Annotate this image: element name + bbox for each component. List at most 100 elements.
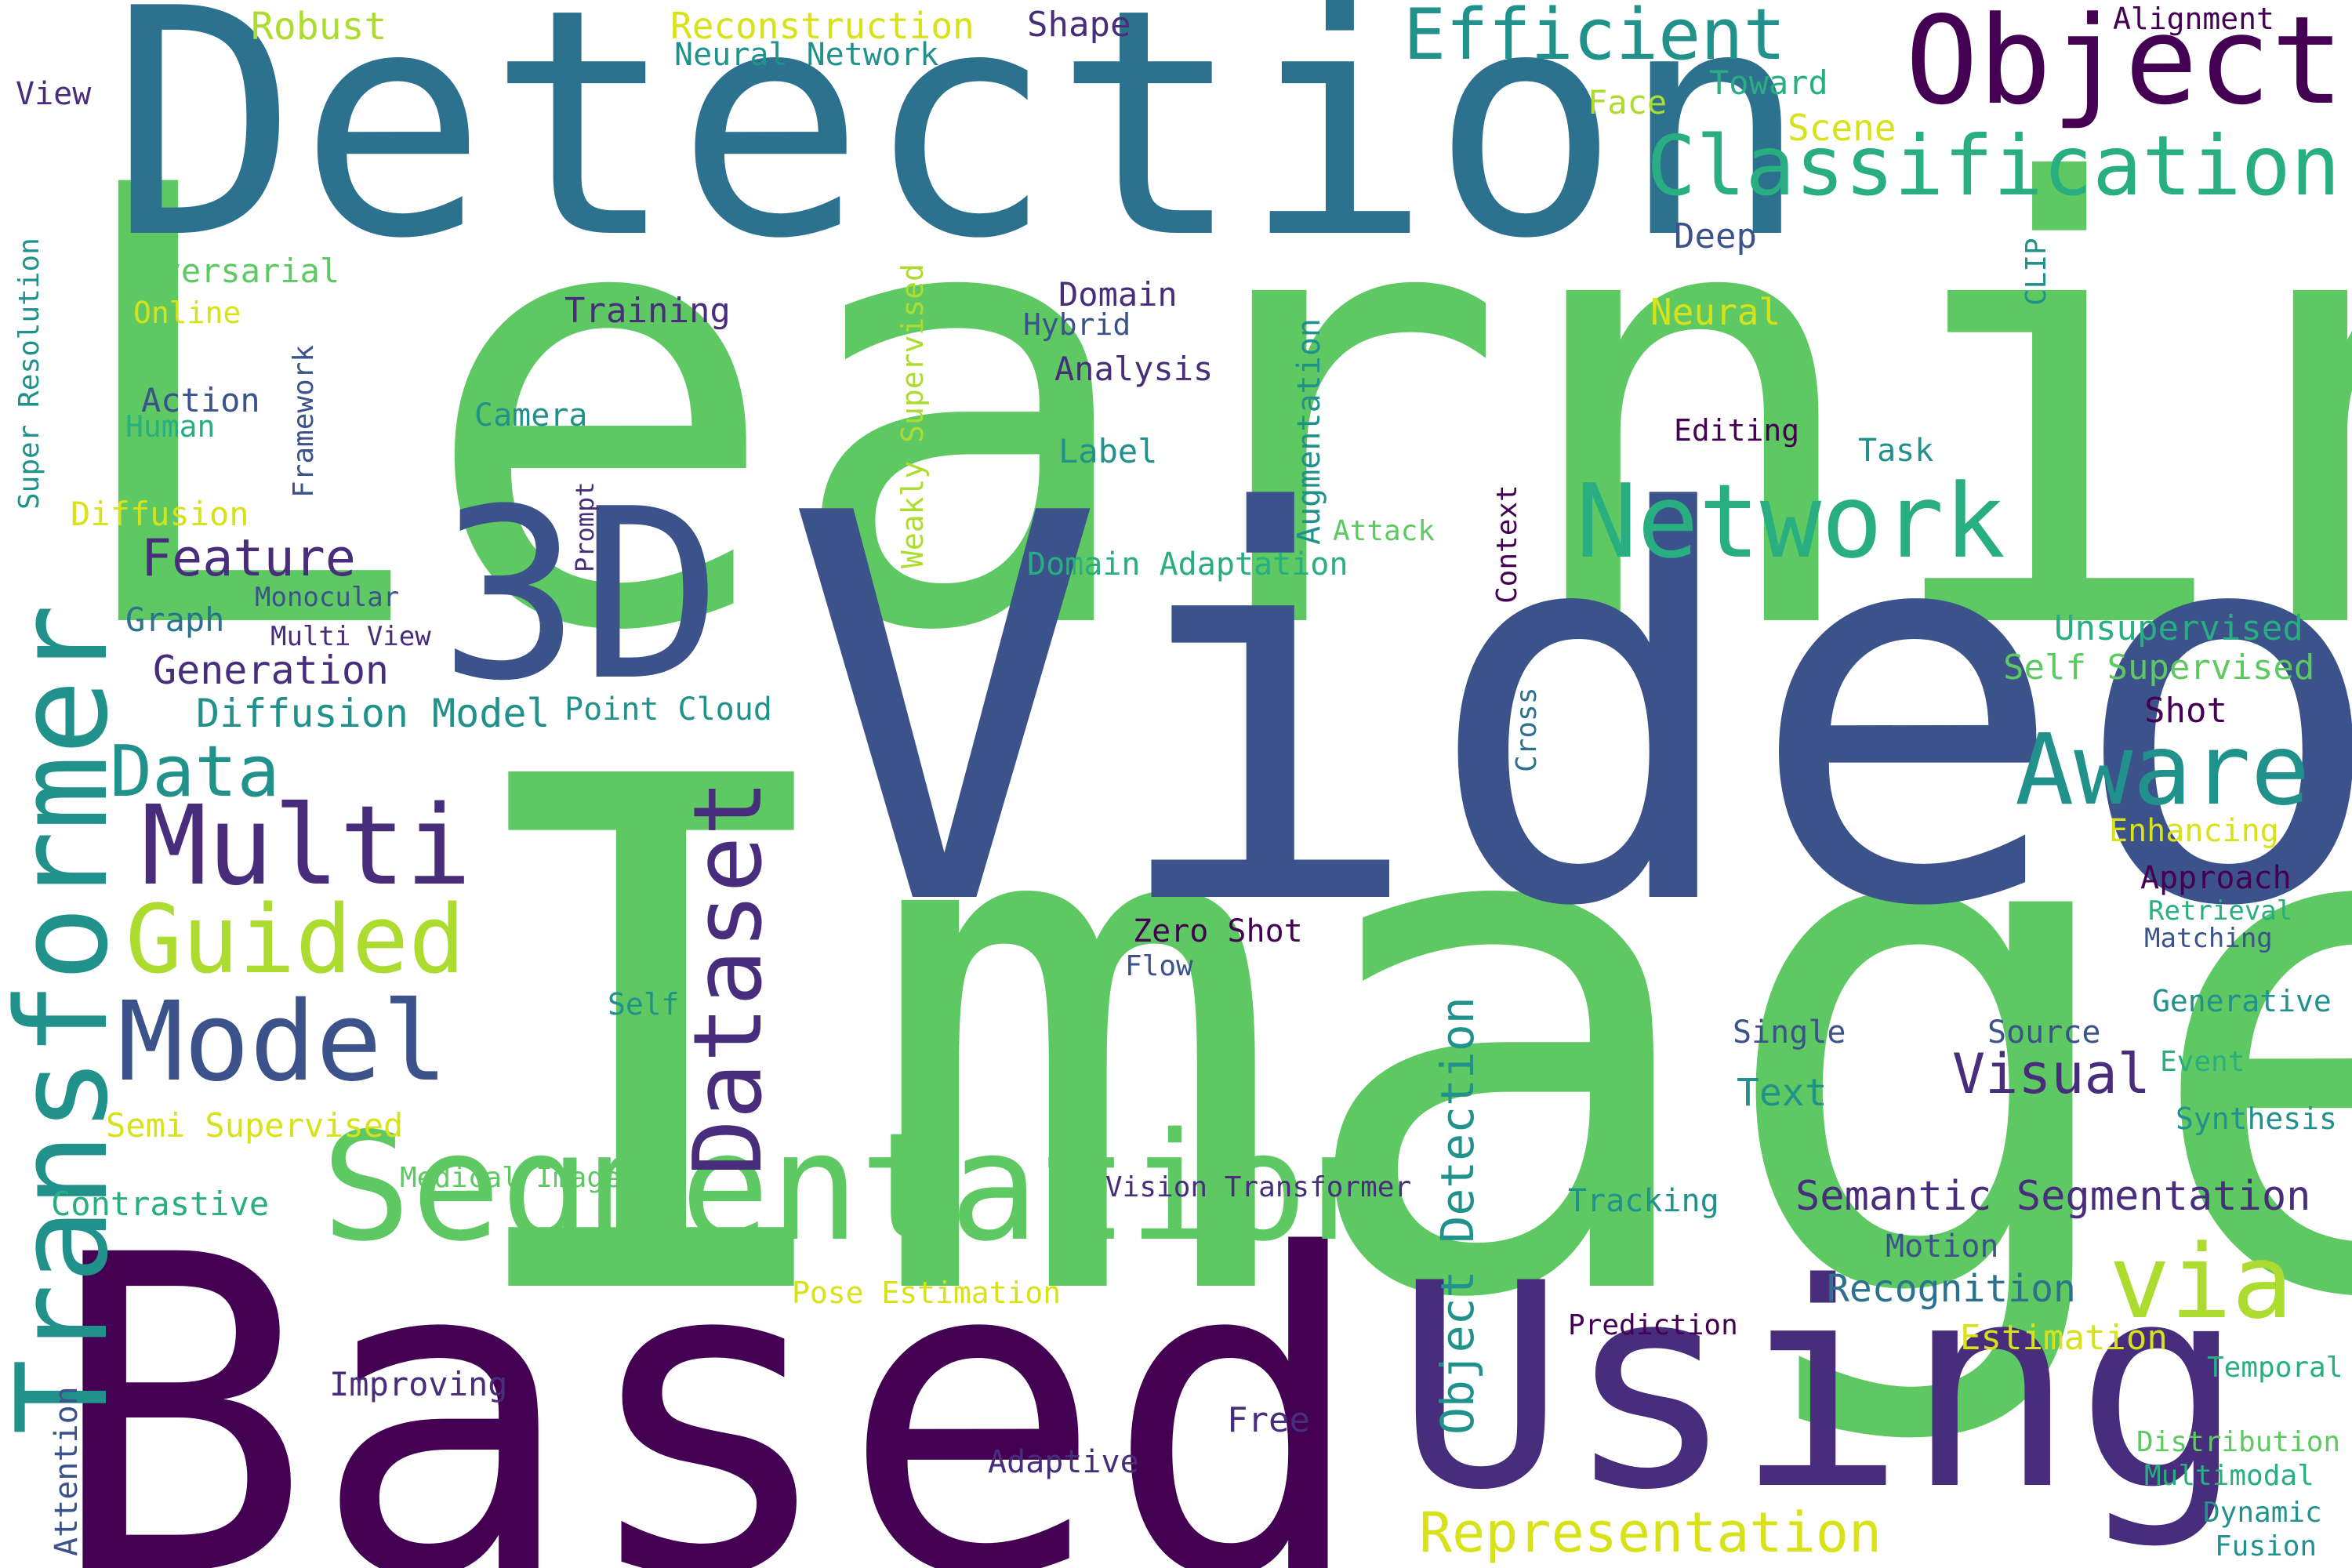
word-prediction: Prediction [1568, 1309, 1738, 1341]
word-network: Network [1576, 462, 2005, 581]
word-dynamic: Dynamic [2203, 1497, 2322, 1529]
word-free: Free [1227, 1400, 1310, 1440]
word-super-resolution: Super Resolution [13, 238, 45, 510]
word-attack: Attack [1333, 515, 1436, 547]
word-guided: Guided [125, 886, 466, 995]
word-label: Label [1058, 432, 1158, 470]
word-distribution: Distribution [2136, 1426, 2341, 1458]
word-action: Action [141, 381, 260, 419]
word-augmentation: Augmentation [1291, 318, 1327, 545]
word-retrieval: Retrieval [2148, 895, 2293, 927]
word-multi-view: Multi View [270, 621, 431, 652]
word-vision-transformer: Vision Transformer [1105, 1171, 1412, 1203]
word-zero-shot: Zero Shot [1133, 913, 1303, 949]
word-face: Face [1588, 83, 1668, 122]
word-graph: Graph [125, 601, 225, 639]
word-recognition: Recognition [1827, 1267, 2076, 1311]
word-online: Online [133, 296, 241, 330]
word-via: via [2109, 1222, 2293, 1341]
word-multimodal: Multimodal [2144, 1460, 2314, 1492]
word-event: Event [2160, 1046, 2245, 1078]
word-cross: Cross [1511, 687, 1543, 772]
word-generation: Generation [153, 648, 390, 693]
word-human: Human [125, 409, 216, 444]
word-image: Image [439, 632, 2352, 1453]
word-tracking: Tracking [1568, 1183, 1719, 1219]
word-visual: Visual [1952, 1042, 2151, 1106]
word-camera: Camera [474, 397, 588, 434]
word-prompt: Prompt [570, 481, 600, 572]
word-self-supervised: Self Supervised [2003, 648, 2315, 688]
word-semantic-segmentation: Semantic Segmentation [1795, 1173, 2311, 1220]
word-view: View [16, 76, 92, 112]
word-diffusion-model: Diffusion Model [196, 691, 550, 736]
word-scene: Scene [1788, 107, 1896, 149]
word-generative: Generative [2152, 984, 2332, 1018]
word-approach: Approach [2140, 860, 2292, 896]
word-monocular: Monocular [255, 582, 400, 613]
word-dataset: Dataset [674, 779, 783, 1176]
word-neural: Neural [1650, 291, 1781, 333]
word-matching: Matching [2144, 923, 2273, 954]
word-neural-network: Neural Network [674, 37, 939, 73]
word-learning: Learning [55, 60, 2352, 763]
word-text: Text [1737, 1071, 1828, 1115]
word-estimation: Estimation [1960, 1318, 2168, 1358]
word-domain: Domain [1058, 275, 1178, 314]
word-deep: Deep [1674, 216, 1757, 256]
word-weakly-supervised: Weakly Supervised [895, 263, 930, 568]
word-source: Source [1987, 1014, 2101, 1051]
word-pose-estimation: Pose Estimation [792, 1276, 1062, 1310]
word-domain-adaptation: Domain Adaptation [1027, 546, 1348, 583]
word-temporal: Temporal [2207, 1352, 2343, 1384]
word-object-detection: Object Detection [1431, 996, 1484, 1435]
word-flow: Flow [1125, 950, 1193, 982]
word-toward: Toward [1709, 64, 1828, 102]
word-context: Context [1491, 485, 1523, 604]
word-medical-image: Medical Image [400, 1162, 621, 1194]
word-classification: Classification [1646, 118, 2341, 214]
word-adversarial: Adversarial [122, 252, 340, 290]
word-improving: Improving [329, 1365, 508, 1403]
word-framework: Framework [288, 344, 320, 498]
word-attention: Attention [49, 1386, 85, 1556]
word-using: Using [1396, 1223, 2245, 1552]
word-segmentation: Segmentation [321, 1101, 1398, 1274]
word-transformer: Transformer [0, 604, 136, 1435]
word-efficient: Efficient [1403, 0, 1786, 76]
word-aware: Aware [2015, 713, 2310, 827]
word-training: Training [564, 291, 731, 331]
word-based: Based [47, 1163, 1369, 1568]
word-hybrid: Hybrid [1023, 307, 1131, 342]
word-diffusion: Diffusion [71, 495, 249, 533]
word-robust: Robust [251, 5, 387, 49]
word-synthesis: Synthesis [2176, 1102, 2337, 1136]
word-self: Self [608, 987, 680, 1022]
word-clip: CLIP [2020, 238, 2053, 306]
word-detection: Detection [110, 0, 1809, 307]
word-fusion: Fusion [2215, 1530, 2318, 1563]
word-object: Object [1905, 0, 2344, 132]
word-video: Video [784, 403, 2352, 1023]
word-analysis: Analysis [1054, 350, 1214, 388]
word-reconstruction: Reconstruction [670, 5, 975, 47]
word-unsupervised: Unsupervised [2054, 608, 2303, 648]
word-motion: Motion [1886, 1229, 1999, 1265]
word-data: Data [110, 731, 280, 813]
word-feature: Feature [141, 529, 356, 588]
word-semi-supervised: Semi Supervised [106, 1106, 404, 1145]
word-model: Model [118, 978, 448, 1106]
word-editing: Editing [1674, 413, 1800, 448]
word-enhancing: Enhancing [2109, 813, 2279, 849]
word-shot: Shot [2144, 691, 2227, 731]
word-single: Single [1733, 1014, 1846, 1051]
word-alignment: Alignment [2113, 2, 2274, 36]
word-shape: Shape [1027, 5, 1131, 45]
word-contrastive: Contrastive [51, 1185, 270, 1223]
word-representation: Representation [1419, 1501, 1882, 1565]
word-point-cloud: Point Cloud [564, 691, 772, 728]
word-3d: 3D [439, 459, 723, 732]
word-adaptive: Adaptive [988, 1444, 1139, 1480]
word-task: Task [1858, 433, 1934, 469]
